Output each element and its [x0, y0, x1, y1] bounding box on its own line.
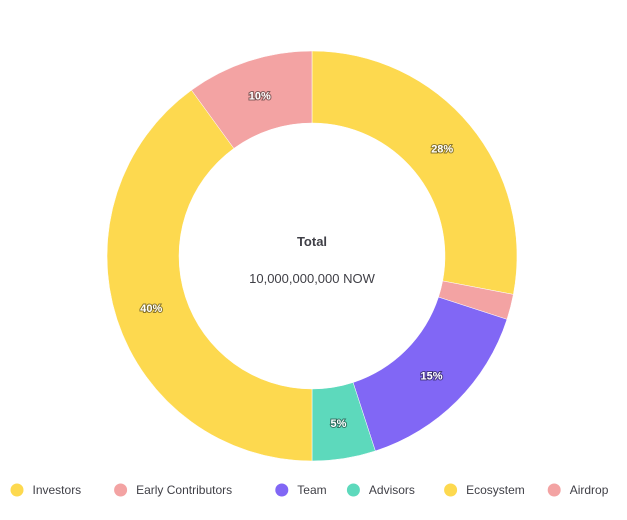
legend-swatch — [275, 483, 289, 497]
slice-label-investors: 28% — [431, 143, 453, 155]
center-title: Total — [297, 234, 327, 249]
legend-item-advisors[interactable]: Advisors — [346, 483, 415, 497]
legend-label: Advisors — [369, 483, 415, 497]
donut-slices — [106, 50, 518, 462]
slice-ecosystem[interactable] — [106, 89, 313, 462]
legend-item-ecosystem[interactable]: Ecosystem — [444, 483, 525, 497]
legend-swatch — [346, 483, 360, 497]
legend-swatch — [10, 483, 24, 497]
slice-label-team: 15% — [420, 371, 442, 383]
legend-item-early-contributors[interactable]: Early Contributors — [114, 483, 232, 497]
legend-item-investors[interactable]: Investors — [10, 483, 82, 497]
slice-labels: 28% 15% 5% 40% 10% — [139, 89, 454, 431]
legend-label: Early Contributors — [136, 483, 232, 497]
center-value: 10,000,000,000 NOW — [249, 271, 375, 286]
slice-label-advisors: 5% — [330, 418, 346, 430]
legend-swatch — [114, 483, 128, 497]
slice-airdrop[interactable] — [191, 50, 313, 149]
legend-label: Airdrop — [570, 483, 609, 497]
legend-item-team[interactable]: Team — [275, 483, 327, 497]
legend-item-airdrop[interactable]: Airdrop — [547, 483, 609, 497]
legend-label: Team — [297, 483, 326, 497]
legend-label: Ecosystem — [466, 483, 525, 497]
legend-label: Investors — [33, 483, 82, 497]
slice-label-ecosystem: 40% — [140, 303, 162, 315]
legend-swatch — [547, 483, 561, 497]
legend: Investors Early Contributors Team Advisors E… — [10, 483, 609, 497]
slice-investors[interactable] — [311, 50, 518, 295]
slice-label-airdrop: 10% — [249, 90, 271, 102]
legend-swatch — [444, 483, 458, 497]
